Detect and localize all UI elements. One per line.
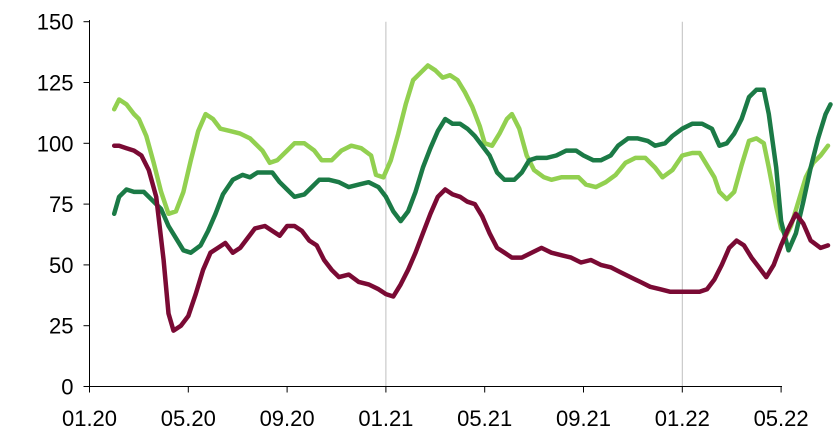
x-tick-label-2: 09.20 — [260, 406, 315, 431]
x-tick-label-0: 01.20 — [62, 406, 117, 431]
x-tick-label-5: 09.21 — [556, 406, 611, 431]
y-tick-label-50: 50 — [49, 253, 73, 278]
x-axis-ticks: 01.20 05.20 09.20 01.21 05.21 09.21 01.22 05.22 — [62, 386, 809, 431]
x-tick-label-6: 01.22 — [655, 406, 710, 431]
y-tick-label-75: 75 — [49, 192, 73, 217]
x-tick-label-4: 05.21 — [457, 406, 512, 431]
series-lines — [111, 63, 833, 333]
y-tick-label-25: 25 — [49, 314, 73, 339]
y-tick-label-100: 100 — [37, 131, 74, 156]
x-tick-label-1: 05.20 — [161, 406, 216, 431]
vertical-grid-lines — [385, 21, 683, 387]
series-line-1 — [111, 87, 833, 255]
series-line-2 — [111, 143, 831, 333]
series-line-0 — [111, 63, 831, 238]
x-tick-label-7: 05.22 — [754, 406, 809, 431]
x-tick-label-3: 01.21 — [358, 406, 413, 431]
y-tick-label-150: 150 — [37, 10, 74, 35]
y-tick-label-0: 0 — [61, 375, 73, 400]
y-axis-ticks: 0 25 50 75 100 125 150 — [37, 10, 90, 400]
y-tick-label-125: 125 — [37, 71, 74, 96]
